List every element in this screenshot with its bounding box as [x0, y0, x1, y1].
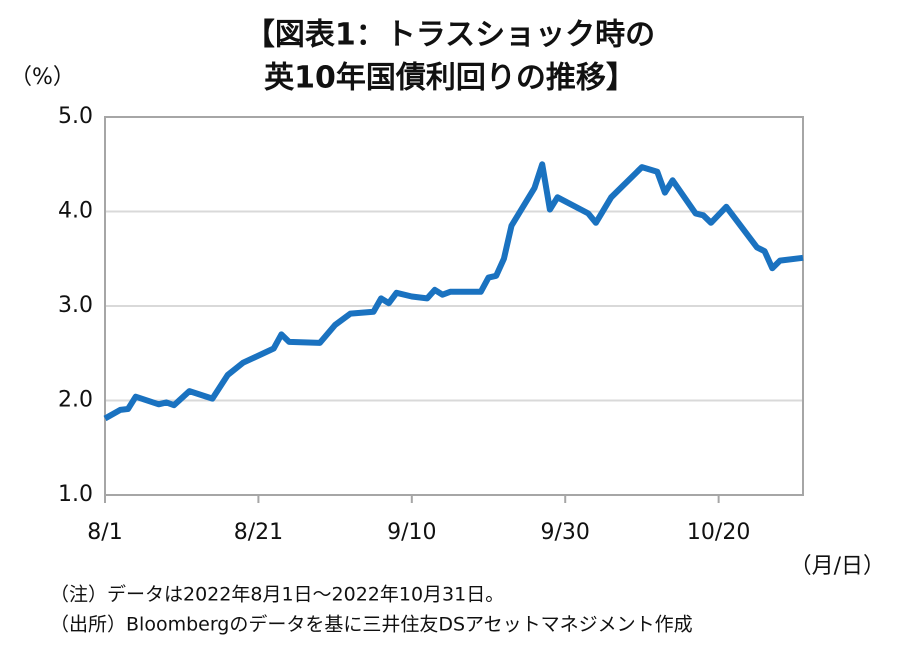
x-tick-label: 10/20	[687, 520, 750, 545]
x-axis-unit: （月/日）	[790, 554, 885, 579]
chart-title: 【図表1：トラスショック時の	[245, 18, 655, 53]
x-tick-label: 8/1	[87, 520, 122, 545]
note: （注）データは2022年8月1日～2022年10月31日。	[50, 584, 504, 606]
chart-title: 英10年国債利回りの推移】	[264, 61, 636, 96]
note: （出所）Bloombergのデータを基に三井住友DSアセットマネジメント作成	[50, 614, 693, 636]
y-tick-label: 2.0	[58, 388, 93, 413]
x-tick-label: 9/10	[387, 520, 436, 545]
y-tick-label: 3.0	[58, 293, 93, 318]
x-tick-label: 9/30	[541, 520, 590, 545]
y-tick-label: 4.0	[58, 199, 93, 224]
plot-frame	[104, 116, 804, 496]
y-tick-label: 1.0	[58, 482, 93, 507]
y-axis-unit: （%）	[10, 65, 75, 90]
data-line	[103, 161, 804, 422]
x-tick-label: 8/21	[234, 520, 283, 545]
y-tick-label: 5.0	[58, 104, 93, 129]
